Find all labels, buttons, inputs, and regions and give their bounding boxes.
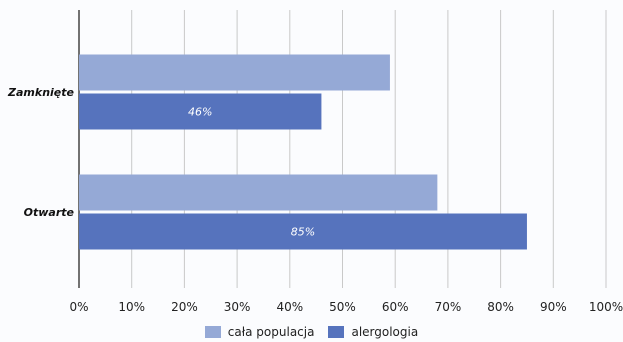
legend-swatch-alergologia: [328, 326, 345, 338]
data-label: 85%: [291, 226, 315, 239]
legend-item-cala-populacja[interactable]: cała populacja: [204, 325, 315, 339]
x-tick-label: 10%: [118, 300, 145, 314]
x-tick-label: 50%: [329, 300, 356, 314]
x-tick-label: 90%: [540, 300, 567, 314]
bar: [79, 174, 438, 211]
legend-swatch-cala-populacja: [204, 326, 221, 338]
legend-item-alergologia[interactable]: alergologia: [328, 325, 418, 339]
x-tick-label: 40%: [276, 300, 303, 314]
x-tick-label: 20%: [171, 300, 198, 314]
bar: [79, 54, 390, 91]
legend: cała populacja alergologia: [0, 325, 623, 339]
x-tick-label: 60%: [382, 300, 409, 314]
data-label: 46%: [188, 106, 212, 119]
x-tick-label: 80%: [487, 300, 514, 314]
legend-label-cala-populacja: cała populacja: [227, 325, 315, 339]
bar: [79, 213, 527, 250]
x-tick-label: 30%: [224, 300, 251, 314]
legend-label-alergologia: alergologia: [351, 325, 419, 339]
x-tick-label: 100%: [589, 300, 623, 314]
x-tick-label: 70%: [435, 300, 462, 314]
bar: [79, 93, 322, 130]
x-tick-label: 0%: [69, 300, 88, 314]
category-label: Otwarte: [24, 206, 75, 219]
category-label: Zamknięte: [7, 86, 74, 99]
